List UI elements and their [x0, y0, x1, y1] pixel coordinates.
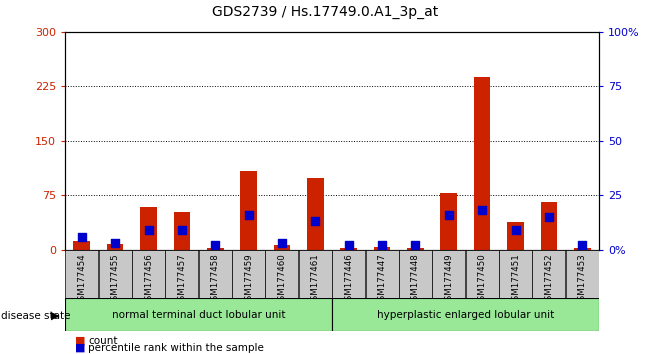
FancyBboxPatch shape	[165, 250, 199, 299]
FancyBboxPatch shape	[533, 250, 565, 299]
Text: GSM177451: GSM177451	[511, 253, 520, 306]
Bar	[74, 241, 90, 250]
Text: count: count	[88, 336, 117, 346]
FancyBboxPatch shape	[65, 250, 98, 299]
Text: ■: ■	[75, 336, 85, 346]
Point	[510, 227, 521, 233]
Bar	[407, 248, 424, 250]
FancyBboxPatch shape	[432, 250, 465, 299]
Bar	[240, 171, 257, 250]
Text: GSM177447: GSM177447	[378, 253, 387, 306]
Point	[443, 212, 454, 218]
Text: GSM177446: GSM177446	[344, 253, 353, 306]
Text: GSM177454: GSM177454	[77, 253, 87, 306]
FancyBboxPatch shape	[465, 250, 499, 299]
Bar	[574, 248, 590, 250]
Text: GSM177449: GSM177449	[444, 253, 453, 306]
Text: GDS2739 / Hs.17749.0.A1_3p_at: GDS2739 / Hs.17749.0.A1_3p_at	[212, 5, 439, 19]
Text: GSM177458: GSM177458	[211, 253, 220, 306]
Text: GSM177460: GSM177460	[277, 253, 286, 306]
FancyBboxPatch shape	[266, 250, 298, 299]
Bar	[307, 178, 324, 250]
Point	[143, 227, 154, 233]
Bar	[107, 244, 124, 250]
FancyBboxPatch shape	[566, 250, 599, 299]
Text: GSM177452: GSM177452	[544, 253, 553, 306]
Bar	[507, 222, 524, 250]
Point	[544, 214, 554, 220]
FancyBboxPatch shape	[399, 250, 432, 299]
Point	[577, 242, 587, 248]
FancyBboxPatch shape	[499, 250, 532, 299]
Bar	[273, 245, 290, 250]
Point	[176, 227, 187, 233]
Text: GSM177457: GSM177457	[177, 253, 186, 306]
FancyBboxPatch shape	[65, 298, 332, 331]
FancyBboxPatch shape	[232, 250, 265, 299]
Bar	[540, 202, 557, 250]
FancyBboxPatch shape	[199, 250, 232, 299]
Point	[310, 218, 320, 224]
Point	[243, 212, 254, 218]
Bar	[474, 77, 490, 250]
Text: GSM177450: GSM177450	[478, 253, 487, 306]
Text: GSM177459: GSM177459	[244, 253, 253, 306]
FancyBboxPatch shape	[132, 250, 165, 299]
Text: ■: ■	[75, 343, 85, 353]
Bar	[340, 248, 357, 250]
Text: ▶: ▶	[51, 311, 60, 321]
FancyBboxPatch shape	[299, 250, 332, 299]
FancyBboxPatch shape	[99, 250, 132, 299]
Text: GSM177453: GSM177453	[577, 253, 587, 306]
Text: GSM177456: GSM177456	[144, 253, 153, 306]
Text: disease state: disease state	[1, 311, 70, 321]
Point	[377, 242, 387, 248]
Text: percentile rank within the sample: percentile rank within the sample	[88, 343, 264, 353]
Bar	[207, 248, 223, 250]
Point	[410, 242, 421, 248]
Point	[77, 234, 87, 239]
Point	[477, 207, 488, 213]
Point	[210, 242, 221, 248]
Point	[344, 242, 354, 248]
Text: hyperplastic enlarged lobular unit: hyperplastic enlarged lobular unit	[377, 310, 554, 320]
FancyBboxPatch shape	[332, 298, 599, 331]
Point	[277, 240, 287, 246]
Bar	[374, 247, 391, 250]
Point	[110, 240, 120, 246]
FancyBboxPatch shape	[366, 250, 398, 299]
Text: GSM177461: GSM177461	[311, 253, 320, 306]
Bar	[441, 193, 457, 250]
Text: GSM177448: GSM177448	[411, 253, 420, 306]
Text: normal terminal duct lobular unit: normal terminal duct lobular unit	[112, 310, 285, 320]
FancyBboxPatch shape	[332, 250, 365, 299]
Bar	[140, 207, 157, 250]
Text: GSM177455: GSM177455	[111, 253, 120, 306]
Bar	[174, 212, 190, 250]
